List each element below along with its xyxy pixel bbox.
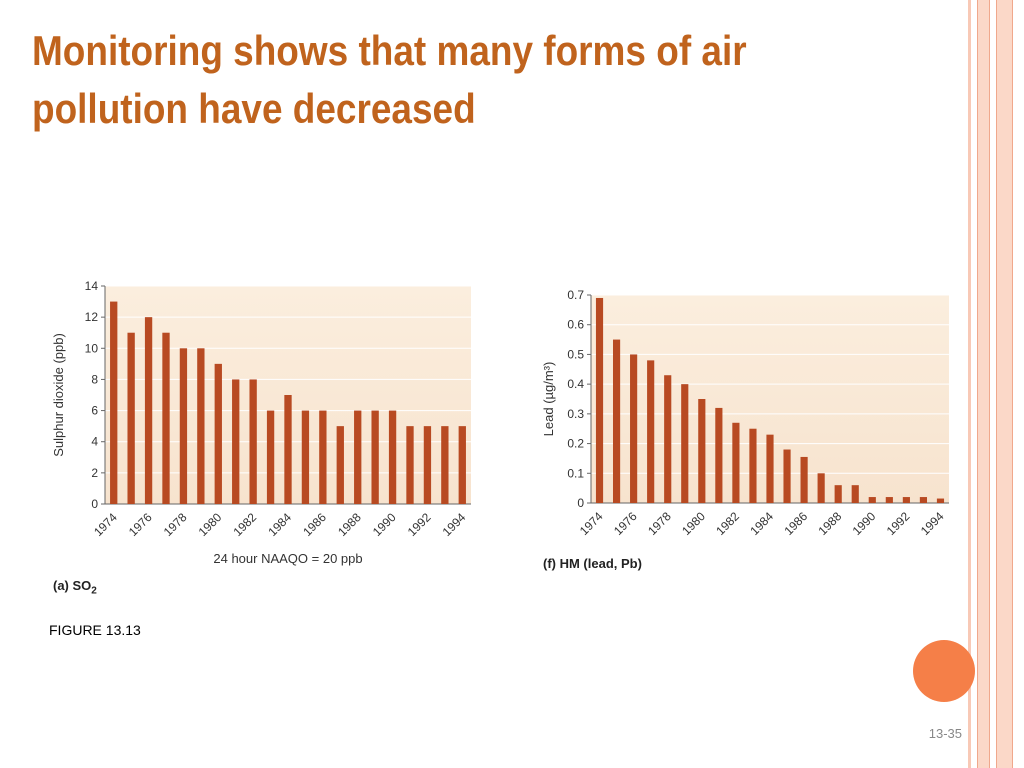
so2-x-tick-label: 1994	[440, 510, 469, 539]
so2-bar-1975	[127, 332, 135, 504]
lead-bar-1991	[885, 497, 893, 503]
so2-bar-1977	[162, 332, 170, 504]
so2-bar-1979	[197, 348, 205, 504]
lead-bar-1977	[647, 360, 655, 503]
lead-bar-1988	[834, 485, 842, 503]
lead-x-tick-label: 1980	[679, 509, 708, 538]
so2-bar-1976	[144, 317, 153, 504]
decorative-circle	[913, 640, 975, 702]
so2-bar-1991	[406, 426, 414, 504]
lead-caption-text: (f) HM (lead, Pb)	[543, 556, 642, 571]
lead-x-tick-label: 1982	[713, 509, 742, 538]
so2-bar-1984	[284, 395, 292, 504]
so2-bar-1993	[441, 426, 449, 504]
lead-bar-1983	[749, 428, 757, 503]
lead-bar-1990	[868, 497, 876, 503]
so2-y-tick-label: 12	[85, 310, 99, 324]
side-stripe-left	[977, 0, 990, 768]
so2-x-tick-label: 1990	[370, 510, 399, 539]
so2-x-tick-label: 1988	[335, 510, 364, 539]
lead-x-tick-label: 1984	[747, 509, 776, 538]
so2-bar-1990	[388, 410, 397, 504]
lead-bar-1979	[681, 384, 689, 503]
lead-bar-1981	[715, 407, 723, 503]
so2-y-tick-label: 8	[91, 372, 98, 386]
so2-x-tick-label: 1980	[196, 510, 225, 539]
so2-bar-1989	[371, 410, 379, 504]
so2-bar-1982	[249, 379, 257, 504]
so2-x-tick-label: 1976	[126, 510, 155, 539]
so2-x-tick-label: 1986	[300, 510, 329, 539]
lead-bar-1984	[766, 434, 774, 503]
lead-x-tick-label: 1978	[645, 509, 674, 538]
so2-chart-caption: (a) SO2	[53, 578, 97, 597]
lead-y-tick-label: 0.4	[567, 377, 584, 391]
lead-bar-1980	[698, 399, 706, 503]
so2-y-tick-label: 0	[91, 497, 98, 511]
lead-bar-1986	[800, 456, 808, 503]
so2-bar-1988	[354, 410, 362, 504]
slide-number: 13-35	[928, 726, 962, 741]
side-stripe-thin-left	[968, 0, 971, 768]
so2-bar-1986	[319, 410, 327, 504]
lead-chart-caption: (f) HM (lead, Pb)	[543, 556, 642, 571]
lead-bar-1994	[936, 498, 945, 503]
lead-y-tick-label: 0.3	[567, 407, 584, 421]
lead-x-tick-label: 1990	[850, 509, 879, 538]
so2-x-tick-label: 1978	[161, 510, 190, 539]
so2-x-tick-label: 1982	[230, 510, 259, 539]
lead-bar-1992	[902, 497, 910, 503]
lead-y-tick-label: 0.5	[567, 347, 584, 361]
lead-y-tick-label: 0.1	[567, 466, 584, 480]
side-stripe-right	[996, 0, 1013, 768]
so2-y-tick-label: 6	[91, 404, 98, 418]
lead-y-tick-label: 0.6	[567, 318, 584, 332]
lead-y-tick-label: 0.2	[567, 437, 584, 451]
lead-x-tick-label: 1976	[611, 509, 640, 538]
lead-bar-1989	[851, 485, 859, 503]
lead-bar-1978	[664, 375, 672, 503]
lead-y-axis-label: Lead (µg/m³)	[541, 362, 556, 437]
figure-label: FIGURE 13.13	[49, 622, 141, 638]
so2-bar-1974	[110, 301, 118, 504]
so2-bar-1985	[301, 410, 310, 504]
lead-x-tick-label: 1988	[816, 509, 845, 538]
so2-y-tick-label: 14	[85, 279, 99, 293]
so2-bar-1983	[266, 410, 275, 504]
so2-bar-1987	[336, 426, 344, 504]
lead-bar-1982	[732, 422, 740, 503]
so2-x-tick-label: 1992	[405, 510, 434, 539]
so2-y-tick-label: 4	[91, 435, 98, 449]
lead-y-tick-label: 0.7	[567, 288, 584, 302]
lead-bar-1974	[595, 297, 604, 503]
so2-y-tick-label: 2	[91, 466, 98, 480]
lead-bar-1976	[630, 354, 638, 503]
so2-caption-text: (a) SO	[53, 578, 92, 593]
lead-x-tick-label: 1994	[918, 509, 947, 538]
lead-bar-1985	[783, 449, 791, 503]
lead-y-tick-label: 0	[577, 496, 584, 510]
so2-y-axis-label: Sulphur dioxide (ppb)	[51, 333, 66, 457]
lead-bar-1987	[817, 473, 825, 503]
so2-bar-1978	[179, 348, 188, 504]
so2-bar-1994	[458, 426, 466, 504]
lead-bar-1975	[612, 339, 621, 503]
so2-bar-1992	[423, 426, 432, 504]
so2-y-tick-label: 10	[85, 341, 99, 355]
so2-caption-subscript: 2	[91, 585, 97, 597]
so2-x-tick-label: 1974	[91, 510, 120, 539]
so2-bar-1981	[232, 379, 240, 504]
lead-x-tick-label: 1986	[781, 509, 810, 538]
so2-x-tick-label: 1984	[265, 510, 294, 539]
so2-bar-1980	[214, 363, 222, 504]
slide-title: Monitoring shows that many forms of air …	[32, 27, 747, 132]
lead-x-tick-label: 1974	[577, 509, 606, 538]
lead-bar-1993	[919, 497, 928, 503]
lead-x-tick-label: 1992	[884, 509, 913, 538]
so2-x-axis-label: 24 hour NAAQO = 20 ppb	[213, 551, 362, 566]
